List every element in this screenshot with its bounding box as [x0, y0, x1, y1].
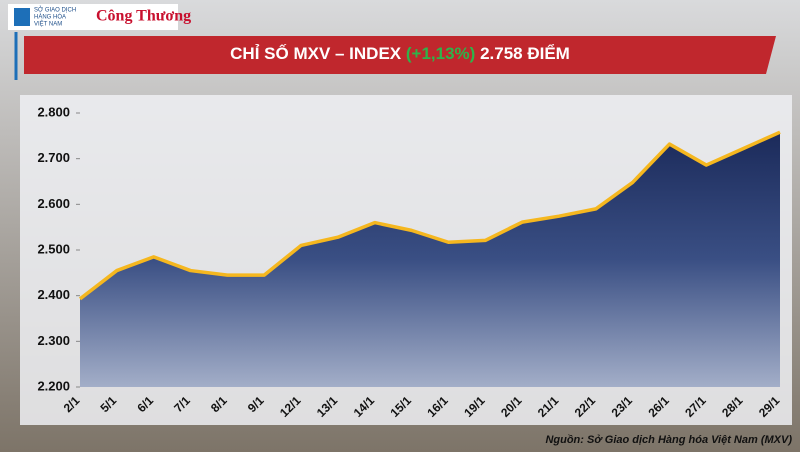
y-tick-label: 2.200 — [37, 378, 70, 393]
source: Nguồn: Sở Giao dịch Hàng hóa Việt Nam (M… — [545, 434, 792, 446]
title-banner — [24, 36, 776, 74]
chart-title: CHỈ SỐ MXV – INDEX (+1,13%) 2.758 ĐIỂM — [230, 43, 570, 63]
area — [80, 132, 780, 387]
logo-icon — [14, 8, 30, 26]
logo-text: SỞ GIAO DỊCH — [34, 7, 76, 14]
logo-text: HÀNG HÓA — [34, 14, 66, 21]
logo-text: VIỆT NAM — [34, 20, 62, 28]
title-value: 2.758 ĐIỂM — [480, 44, 570, 63]
y-tick-label: 2.500 — [37, 241, 70, 256]
title-text: CHỈ SỐ MXV – INDEX — [230, 43, 402, 63]
y-tick-label: 2.300 — [37, 333, 70, 348]
y-tick-label: 2.400 — [37, 287, 70, 302]
y-tick-label: 2.800 — [37, 104, 70, 119]
y-tick-label: 2.700 — [37, 150, 70, 165]
line — [78, 130, 781, 301]
brand: Công Thương — [96, 8, 191, 25]
y-tick-label: 2.600 — [37, 196, 70, 211]
logo-box — [8, 4, 178, 30]
title-change: (+1,13%) — [406, 44, 475, 63]
